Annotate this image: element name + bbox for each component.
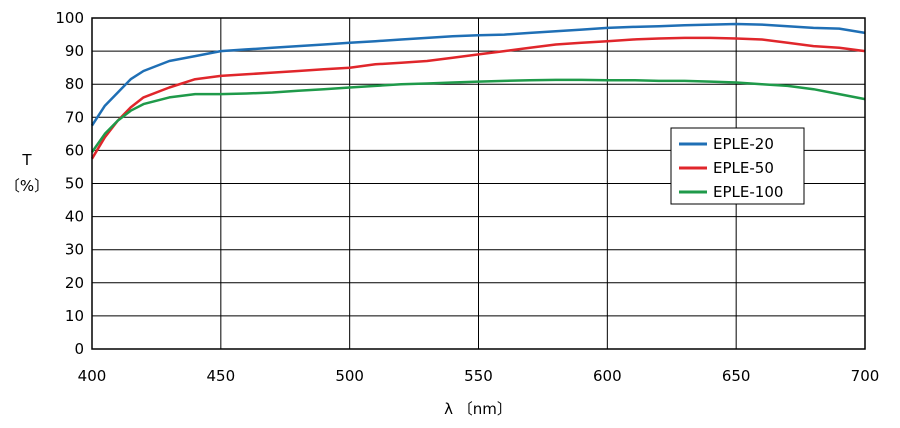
- legend-label: EPLE-100: [713, 183, 783, 201]
- y-tick-label: 50: [65, 175, 84, 193]
- y-tick-label: 90: [65, 42, 84, 60]
- x-tick-label: 650: [722, 367, 751, 385]
- x-tick-label: 400: [78, 367, 107, 385]
- y-tick-label: 60: [65, 141, 84, 159]
- y-tick-label: 70: [65, 108, 84, 126]
- x-tick-label: 600: [593, 367, 622, 385]
- x-tick-label: 550: [464, 367, 493, 385]
- plot-frame: [91, 17, 866, 350]
- x-tick-label: 700: [851, 367, 880, 385]
- y-tick-label: 100: [55, 9, 84, 27]
- y-tick-label: 0: [74, 340, 84, 358]
- series-line-eple-20: [90, 22, 866, 127]
- x-tick-label: 500: [335, 367, 364, 385]
- y-tick-label: 20: [65, 274, 84, 292]
- series-line-eple-100: [90, 78, 866, 153]
- y-axis-title-unit: 〔%〕: [5, 177, 49, 195]
- y-tick-label: 40: [65, 208, 84, 226]
- x-tick-labels: 400 450 500 550 600 650 700: [78, 367, 880, 385]
- y-tick-label: 10: [65, 307, 84, 325]
- x-axis-title: λ 〔nm〕: [444, 400, 512, 418]
- y-tick-label: 80: [65, 75, 84, 93]
- y-tick-label: 30: [65, 241, 84, 259]
- legend-label: EPLE-20: [713, 135, 774, 153]
- y-tick-labels: 0 10 20 30 40 50 60 70 80 90 100: [55, 9, 84, 358]
- legend-label: EPLE-50: [713, 159, 774, 177]
- series-line-eple-50: [90, 36, 866, 160]
- x-tick-label: 450: [207, 367, 236, 385]
- y-axis-title-symbol: T: [21, 151, 32, 169]
- series-lines: [90, 22, 866, 160]
- legend: EPLE-20 EPLE-50 EPLE-100: [670, 127, 805, 205]
